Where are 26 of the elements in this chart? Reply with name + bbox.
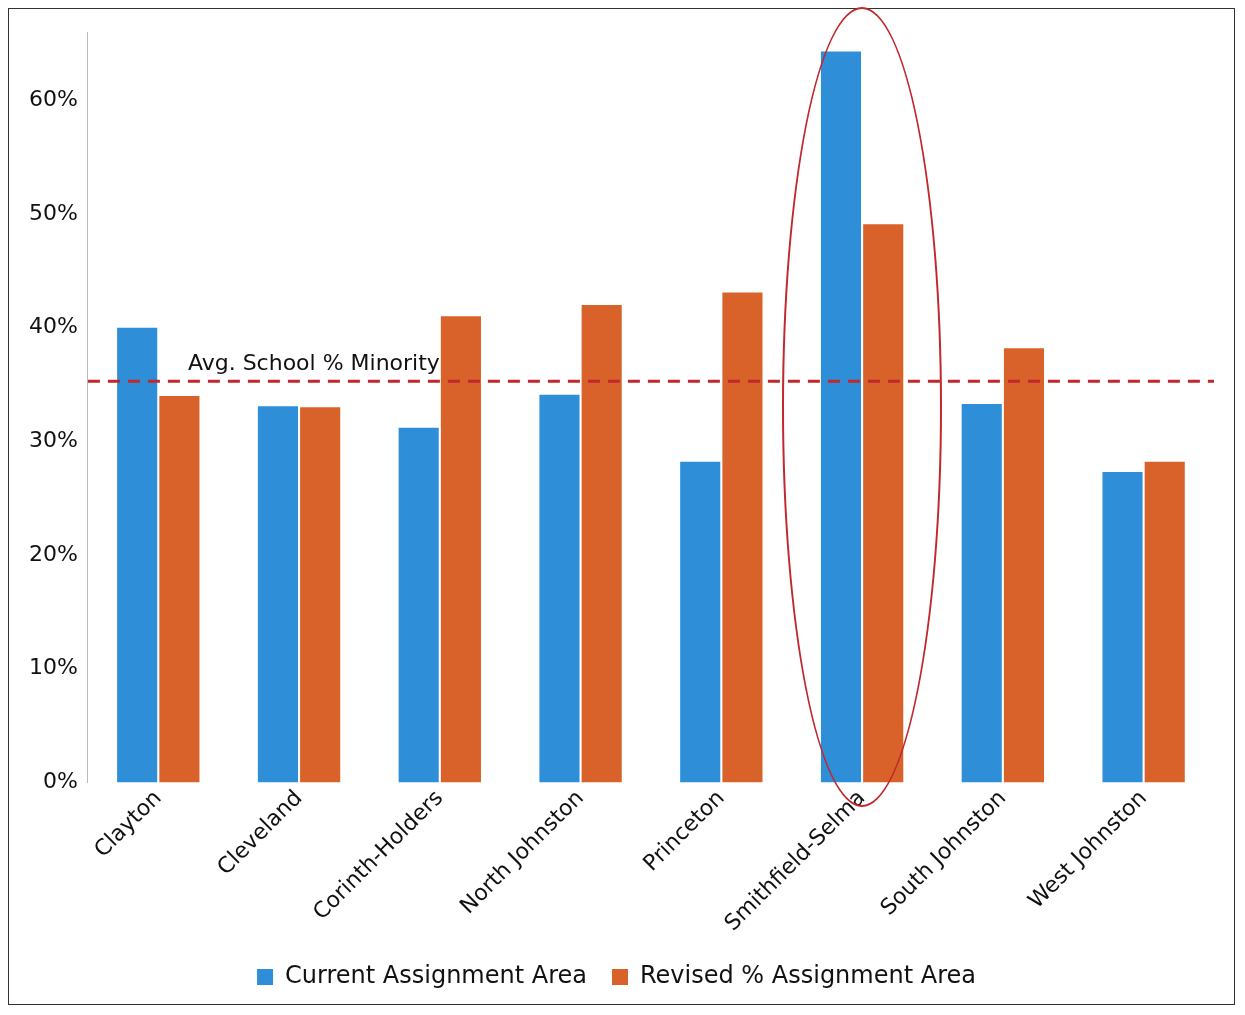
bar bbox=[722, 292, 763, 783]
bar bbox=[863, 224, 904, 783]
y-tick-label: 50% bbox=[28, 199, 78, 225]
bar bbox=[440, 316, 481, 783]
y-tick-label: 10% bbox=[28, 654, 78, 680]
legend-label: Current Assignment Area bbox=[285, 961, 587, 990]
legend-label: Revised % Assignment Area bbox=[639, 961, 976, 990]
bar bbox=[1144, 461, 1185, 783]
y-tick-label: 0% bbox=[42, 768, 78, 794]
bar bbox=[1102, 472, 1143, 783]
bar bbox=[820, 51, 862, 783]
y-tick-label: 40% bbox=[28, 313, 78, 339]
ref-line-label: Avg. School % Minority bbox=[187, 349, 440, 375]
bar bbox=[398, 427, 439, 783]
bar bbox=[257, 406, 298, 783]
bar bbox=[1003, 348, 1045, 783]
bar bbox=[680, 461, 721, 783]
bar bbox=[581, 305, 622, 783]
y-tick-label: 60% bbox=[28, 86, 78, 112]
y-tick-label: 20% bbox=[28, 540, 78, 566]
bar bbox=[539, 394, 580, 783]
y-tick-label: 30% bbox=[28, 427, 78, 453]
bar bbox=[300, 407, 341, 783]
bar bbox=[117, 327, 158, 783]
bar bbox=[961, 403, 1002, 783]
bar bbox=[159, 395, 200, 783]
